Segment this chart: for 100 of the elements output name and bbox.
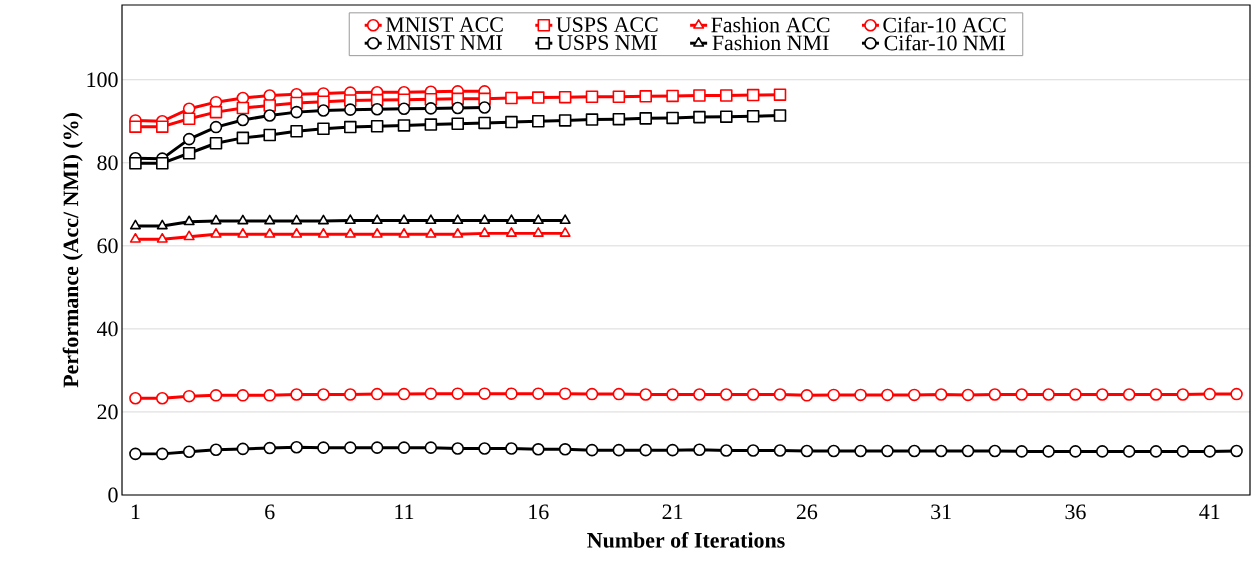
point <box>666 89 679 103</box>
point <box>263 128 276 142</box>
point <box>397 387 411 401</box>
point <box>156 232 168 243</box>
point <box>532 387 545 400</box>
point <box>478 116 491 130</box>
point <box>639 90 652 103</box>
point <box>908 388 921 402</box>
point <box>209 389 223 402</box>
point <box>236 442 250 456</box>
x-tick-label: 1 <box>131 504 140 519</box>
point <box>505 214 517 225</box>
point <box>451 387 464 400</box>
point <box>1122 388 1136 401</box>
point <box>479 214 491 225</box>
point <box>370 441 384 454</box>
point <box>1096 388 1109 401</box>
point <box>505 91 518 105</box>
point <box>800 444 814 458</box>
point <box>746 88 760 102</box>
point <box>290 124 303 138</box>
point <box>156 447 169 461</box>
x-tick-label: 41 <box>1199 504 1220 519</box>
point <box>264 214 276 225</box>
point <box>263 441 276 455</box>
point <box>370 387 384 401</box>
point <box>666 443 679 457</box>
point <box>452 227 464 238</box>
y-tick-label: 60 <box>97 238 118 254</box>
x-tick-label: 6 <box>265 504 275 520</box>
point <box>854 388 867 402</box>
point <box>800 389 814 402</box>
legend-label: MNIST NMI <box>387 35 502 50</box>
legend-label: USPS NMI <box>557 35 657 50</box>
legend-label: MNIST ACC <box>385 17 503 33</box>
point <box>398 227 410 238</box>
point <box>1015 445 1028 458</box>
point <box>988 388 1002 401</box>
point <box>1015 388 1028 401</box>
point <box>720 388 733 401</box>
point <box>129 156 142 170</box>
point <box>182 112 196 126</box>
point <box>209 105 223 119</box>
point <box>881 388 894 402</box>
point <box>934 388 948 401</box>
point <box>505 442 518 455</box>
point <box>1203 387 1216 401</box>
y-tick-label: 80 <box>97 155 118 171</box>
point <box>559 227 571 237</box>
point <box>1149 445 1163 458</box>
point <box>317 104 330 117</box>
x-axis-title: Number of Iterations <box>587 532 785 548</box>
point <box>773 88 787 101</box>
point <box>317 227 329 238</box>
point <box>505 387 518 400</box>
point <box>451 442 464 455</box>
point <box>1069 445 1082 458</box>
point <box>317 441 330 454</box>
point <box>344 388 357 401</box>
point <box>558 90 572 104</box>
point <box>532 91 545 104</box>
point <box>693 89 706 102</box>
point <box>236 101 250 115</box>
point <box>746 388 760 401</box>
x-tick-label: 16 <box>529 504 549 520</box>
point <box>264 227 276 238</box>
point <box>291 214 303 225</box>
legend-label: Cifar-10 NMI <box>884 34 1005 51</box>
point <box>1096 445 1109 458</box>
point <box>746 110 760 123</box>
point <box>236 389 250 402</box>
point <box>720 89 733 102</box>
y-tick-label: 40 <box>96 321 118 337</box>
point <box>452 214 464 225</box>
point <box>237 227 249 238</box>
point <box>156 156 169 170</box>
point <box>344 214 356 225</box>
point <box>182 445 196 459</box>
point <box>344 120 357 134</box>
y-tick-label: 20 <box>97 404 118 420</box>
point <box>585 387 599 401</box>
point <box>317 388 330 401</box>
point <box>1149 388 1163 401</box>
point <box>397 119 411 132</box>
point <box>129 447 142 461</box>
point <box>317 214 329 225</box>
point <box>1230 387 1243 401</box>
point <box>370 102 384 116</box>
point <box>773 388 787 401</box>
point <box>639 112 652 125</box>
x-tick-label: 11 <box>395 504 414 519</box>
point <box>532 443 545 456</box>
legend-label: Fashion NMI <box>712 34 829 51</box>
point <box>370 119 384 133</box>
point <box>1176 388 1190 401</box>
point <box>478 442 491 455</box>
point <box>585 113 599 126</box>
point <box>344 103 357 116</box>
point <box>666 388 679 401</box>
point <box>666 111 679 125</box>
